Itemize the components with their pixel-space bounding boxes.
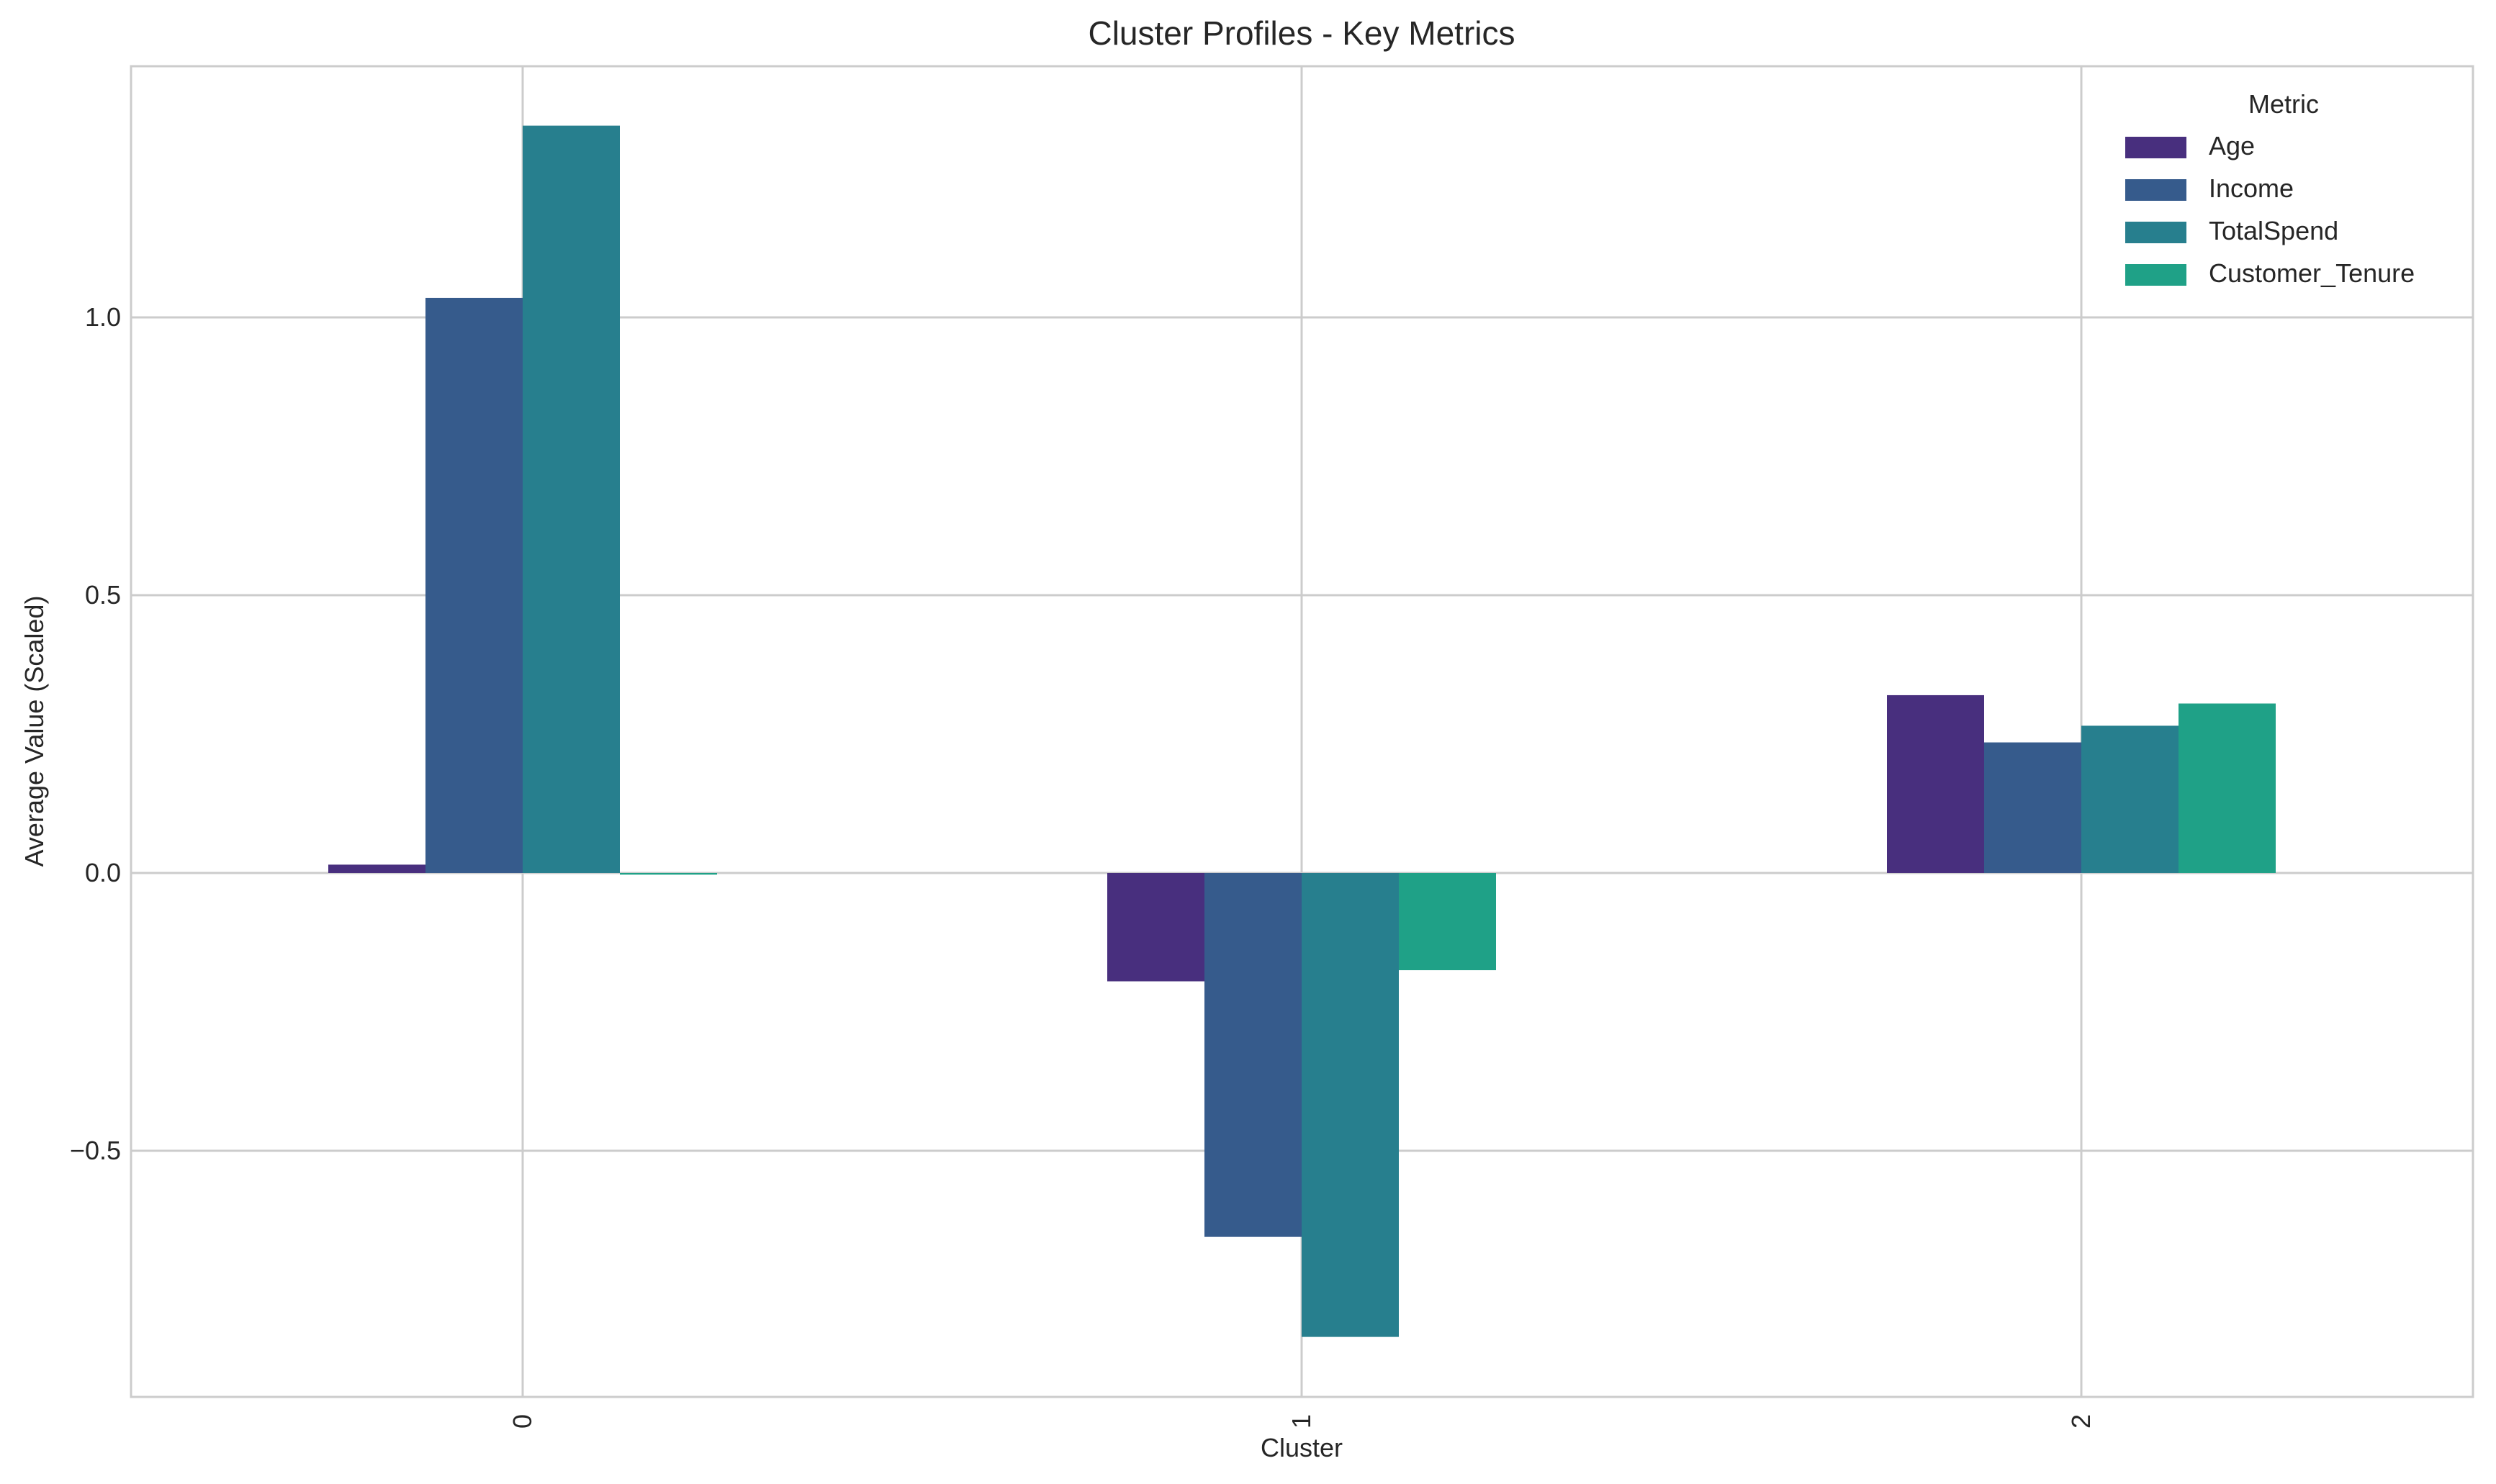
x-tick-label: 1	[1287, 1414, 1316, 1429]
chart-title: Cluster Profiles - Key Metrics	[1088, 14, 1515, 52]
plot-frame	[130, 65, 2474, 1398]
legend-label: Customer_Tenure	[2209, 258, 2415, 288]
bar-income-cluster-2	[1984, 742, 2081, 873]
bar-totalspend-cluster-1	[1302, 872, 1399, 1337]
legend-title: Metric	[2248, 89, 2319, 119]
legend-swatch	[2125, 137, 2186, 158]
x-tick-label: 0	[508, 1414, 537, 1429]
y-axis-label: Average Value (Scaled)	[19, 596, 49, 867]
legend-swatch	[2125, 179, 2186, 201]
bar-customer-tenure-cluster-2	[2179, 703, 2276, 873]
x-axis-label: Cluster	[1261, 1433, 1343, 1462]
x-axis-ticks: 0 1 2	[508, 1414, 2096, 1429]
legend-swatch	[2125, 222, 2186, 243]
y-tick-label: 1.0	[85, 302, 121, 332]
bar-customer-tenure-cluster-0	[620, 872, 717, 875]
bars	[328, 125, 2276, 1337]
bar-customer-tenure-cluster-1	[1399, 872, 1496, 971]
bar-age-cluster-0	[328, 864, 425, 873]
legend: Metric Age Income TotalSpend Customer_Tenure	[2125, 89, 2415, 288]
x-tick-label: 2	[2066, 1414, 2096, 1429]
bar-income-cluster-1	[1204, 872, 1302, 1237]
bar-totalspend-cluster-0	[523, 125, 620, 873]
legend-label: Income	[2209, 173, 2294, 203]
legend-label: Age	[2209, 131, 2255, 160]
bar-age-cluster-2	[1887, 695, 1984, 873]
legend-swatch	[2125, 264, 2186, 286]
y-tick-label: 0.5	[85, 580, 121, 610]
y-tick-label: −0.5	[70, 1136, 121, 1165]
y-tick-label: 0.0	[85, 858, 121, 887]
y-axis-ticks: −0.5 0.0 0.5 1.0	[70, 302, 121, 1165]
bar-totalspend-cluster-2	[2081, 725, 2179, 873]
bar-age-cluster-1	[1107, 872, 1204, 982]
legend-label: TotalSpend	[2209, 216, 2338, 245]
bar-income-cluster-0	[425, 297, 523, 873]
